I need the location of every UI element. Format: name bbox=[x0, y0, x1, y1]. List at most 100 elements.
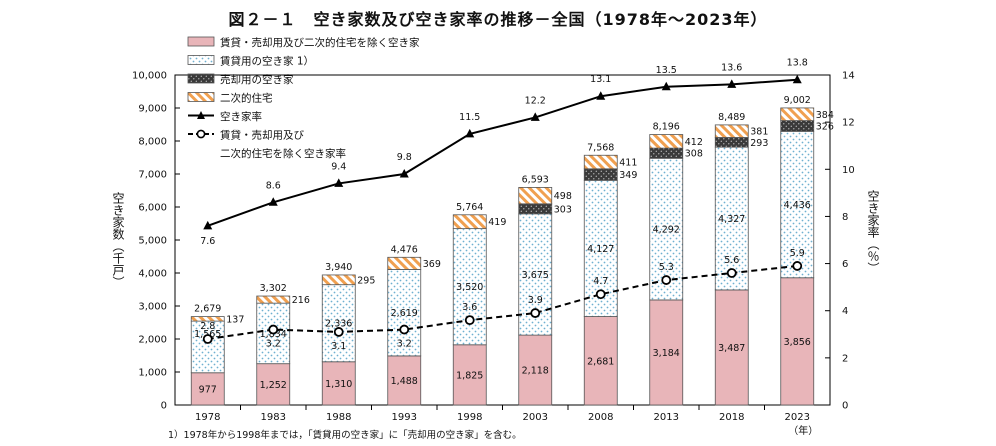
bar-rental bbox=[190, 320, 225, 374]
y-tick-label: 6,000 bbox=[138, 203, 167, 214]
bar-sale bbox=[714, 137, 749, 148]
bar-other bbox=[714, 289, 749, 406]
bar-other-label: 3,487 bbox=[718, 343, 745, 354]
rate2-point bbox=[726, 268, 737, 278]
bar-other bbox=[452, 344, 487, 406]
rate-point bbox=[792, 74, 802, 84]
x-tick-label: 2008 bbox=[588, 412, 613, 423]
rate-point bbox=[727, 79, 737, 88]
rate-point bbox=[399, 169, 409, 178]
rate2-label: 5.6 bbox=[724, 255, 739, 266]
bar-rental-label: 4,292 bbox=[653, 225, 680, 236]
bar-second-home bbox=[321, 274, 356, 286]
bar-other-label: 2,118 bbox=[522, 366, 549, 377]
rate2-point bbox=[530, 308, 541, 318]
bar-second-home bbox=[387, 256, 422, 270]
y-tick-label: 10,000 bbox=[132, 71, 167, 82]
bar-second-home-label: 384 bbox=[816, 110, 834, 121]
rate2-label: 3.1 bbox=[331, 341, 346, 352]
legend-rate-marker bbox=[197, 111, 205, 119]
bar-sale bbox=[649, 147, 684, 159]
x-tick-label: 1978 bbox=[195, 412, 220, 423]
bar-sale bbox=[518, 203, 553, 215]
bar-sale-label: 308 bbox=[685, 149, 703, 160]
rate2-label: 3.9 bbox=[528, 295, 543, 306]
x-axis-unit: （年） bbox=[788, 424, 818, 437]
bar-other-label: 1,310 bbox=[325, 379, 352, 390]
bar-total-label: 9,002 bbox=[784, 95, 811, 106]
rate2-label: 3.2 bbox=[397, 339, 412, 350]
x-tick-label: 1993 bbox=[392, 412, 417, 423]
bar-other bbox=[518, 334, 553, 406]
rate2-label: 5.3 bbox=[659, 262, 674, 273]
y2-tick-label: 0 bbox=[842, 401, 848, 412]
bar-total-label: 4,476 bbox=[391, 244, 418, 255]
bar-second-home-label: 369 bbox=[423, 259, 441, 270]
rate-label: 7.6 bbox=[200, 236, 215, 247]
bar-total-label: 6,593 bbox=[522, 174, 549, 185]
bar-rental bbox=[649, 157, 684, 301]
bar-second-home bbox=[256, 295, 291, 304]
rate2-point bbox=[661, 275, 672, 285]
rate-point bbox=[530, 112, 540, 121]
bar-other-label: 3,856 bbox=[784, 337, 811, 348]
bar-second-home-label: 295 bbox=[357, 275, 375, 286]
y-tick-label: 0 bbox=[161, 401, 167, 412]
bar-rental-label: 4,327 bbox=[718, 214, 745, 225]
bar-total-label: 3,302 bbox=[260, 283, 287, 294]
rate-point bbox=[661, 81, 671, 91]
bar-sale bbox=[583, 168, 618, 181]
bar-rental-label: 3,675 bbox=[522, 270, 549, 281]
y-tick-label: 7,000 bbox=[138, 170, 167, 181]
y-tick-label: 3,000 bbox=[138, 302, 167, 313]
bar-other-label: 1,825 bbox=[456, 370, 483, 381]
bar-total-label: 2,679 bbox=[194, 304, 221, 315]
legend-label: 売却用の空き家 bbox=[220, 73, 294, 86]
rate2-label: 4.7 bbox=[593, 276, 608, 287]
x-tick-label: 1983 bbox=[261, 412, 286, 423]
rate-point bbox=[596, 91, 606, 100]
x-tick-label: 2003 bbox=[523, 412, 548, 423]
footnote: 1）1978年から1998年までは，「賃貸用の空き家」に「売却用の空き家」を含む… bbox=[168, 430, 522, 441]
rate2-point bbox=[333, 327, 344, 337]
bar-other-label: 1,252 bbox=[260, 380, 287, 391]
rate2-point bbox=[268, 324, 279, 335]
bar-rental bbox=[452, 228, 487, 346]
legend-rate2-marker bbox=[196, 129, 206, 139]
y-tick-label: 4,000 bbox=[138, 269, 167, 280]
legend-label: 賃貸・売却用及び bbox=[220, 129, 304, 142]
rate-label: 9.8 bbox=[397, 152, 412, 163]
bar-total-label: 3,940 bbox=[325, 262, 352, 273]
y-tick-label: 2,000 bbox=[138, 335, 167, 346]
bar-sale bbox=[780, 120, 815, 132]
bar-other-label: 1,488 bbox=[391, 376, 418, 387]
bar-second-home-label: 381 bbox=[750, 127, 768, 138]
bar-other bbox=[387, 355, 422, 406]
bar-other bbox=[583, 316, 618, 406]
y-tick-label: 5,000 bbox=[138, 236, 167, 247]
bar-other bbox=[780, 277, 815, 406]
bar-sale-label: 293 bbox=[750, 138, 768, 149]
bar-second-home-label: 412 bbox=[685, 137, 703, 148]
legend-label: 賃貸用の空き家 1） bbox=[220, 55, 314, 68]
legend-swatch bbox=[187, 36, 215, 47]
bar-sale-label: 326 bbox=[816, 121, 834, 132]
bar-second-home-label: 411 bbox=[619, 158, 637, 169]
bar-total-label: 7,568 bbox=[587, 142, 614, 153]
bar-second-home-label: 498 bbox=[554, 191, 572, 202]
x-tick-label: 2023 bbox=[785, 412, 810, 423]
chart-title: 図２－１ 空き家数及び空き家率の推移－全国（1978年～2023年） bbox=[228, 10, 768, 29]
legend-swatch bbox=[187, 73, 215, 84]
bar-other-label: 3,184 bbox=[653, 348, 680, 359]
bar-other bbox=[321, 361, 356, 406]
rate-point bbox=[268, 197, 278, 206]
rate2-label: 5.9 bbox=[790, 248, 805, 259]
rate2-label: 3.6 bbox=[462, 302, 477, 313]
bar-other-label: 977 bbox=[199, 384, 217, 395]
rate-label: 13.6 bbox=[721, 62, 742, 73]
rate2-point bbox=[202, 334, 213, 344]
y-axis-title: 空き家数（千戸） bbox=[111, 192, 125, 288]
bar-second-home bbox=[714, 124, 749, 138]
